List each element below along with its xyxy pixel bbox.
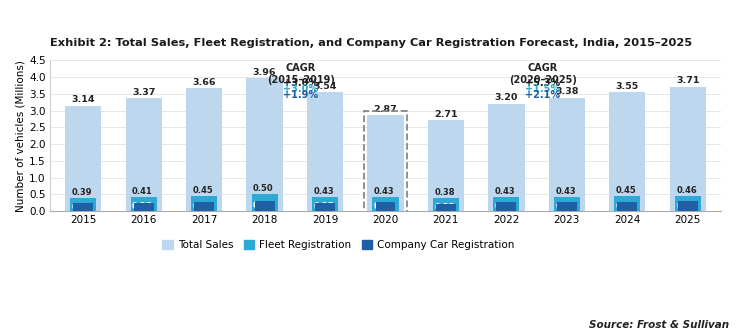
Text: 0.43: 0.43: [314, 187, 334, 196]
Bar: [375, 202, 395, 211]
Text: 0.43: 0.43: [374, 187, 394, 196]
Text: 0.28: 0.28: [616, 202, 637, 211]
Text: 0.31: 0.31: [253, 201, 274, 210]
Bar: [126, 98, 162, 211]
Bar: [134, 203, 154, 211]
Bar: [675, 196, 701, 211]
Text: 0.22: 0.22: [434, 203, 455, 212]
Bar: [130, 197, 157, 211]
Bar: [312, 197, 338, 211]
Bar: [70, 198, 96, 211]
Bar: [549, 98, 585, 211]
Text: 3.54: 3.54: [314, 82, 336, 91]
Text: 0.45: 0.45: [616, 186, 637, 195]
Text: 0.43: 0.43: [495, 187, 515, 196]
Text: 0.50: 0.50: [253, 184, 274, 193]
Text: 0.26: 0.26: [495, 202, 515, 211]
Text: 3.20: 3.20: [495, 94, 518, 103]
Text: +3.0%: +3.0%: [283, 84, 319, 94]
Text: 3.38: 3.38: [555, 88, 578, 97]
Text: 3.71: 3.71: [676, 76, 699, 85]
Text: 3.37: 3.37: [132, 88, 155, 97]
Text: 0.43: 0.43: [556, 187, 576, 196]
Text: 2.71: 2.71: [434, 110, 458, 119]
Bar: [255, 201, 275, 211]
Text: 3.55: 3.55: [616, 82, 639, 91]
Bar: [315, 203, 335, 211]
Text: 0.45: 0.45: [193, 186, 213, 195]
Text: CAGR
(2015–2019): CAGR (2015–2019): [267, 63, 335, 85]
Bar: [367, 115, 403, 211]
Text: +1.5%: +1.5%: [525, 84, 560, 94]
Bar: [307, 93, 343, 211]
Text: 3.96: 3.96: [253, 68, 276, 77]
Text: 0.25: 0.25: [314, 202, 334, 211]
Text: 0.41: 0.41: [132, 187, 153, 196]
Legend: Total Sales, Fleet Registration, Company Car Registration: Total Sales, Fleet Registration, Company…: [158, 236, 519, 254]
Bar: [372, 197, 398, 211]
Text: Source: Frost & Sullivan: Source: Frost & Sullivan: [589, 320, 729, 330]
Bar: [436, 204, 456, 211]
Text: 0.26: 0.26: [374, 202, 394, 211]
Bar: [670, 87, 706, 211]
Text: 0.46: 0.46: [676, 186, 697, 195]
Bar: [428, 120, 464, 211]
Text: 0.39: 0.39: [71, 188, 92, 197]
Bar: [553, 197, 580, 211]
Bar: [557, 202, 577, 211]
Text: 3.14: 3.14: [71, 96, 95, 105]
Title: Exhibit 2: Total Sales, Fleet Registration, and Company Car Registration Forecas: Exhibit 2: Total Sales, Fleet Registrati…: [50, 38, 692, 48]
Text: +1.9%: +1.9%: [283, 90, 319, 100]
Text: +3.0%: +3.0%: [283, 78, 319, 88]
Bar: [364, 111, 407, 212]
Text: +2.1%: +2.1%: [525, 90, 560, 100]
Y-axis label: Number of vehicles (Millions): Number of vehicles (Millions): [15, 60, 25, 212]
Text: +5.3%: +5.3%: [525, 78, 560, 88]
Bar: [493, 197, 520, 211]
Bar: [194, 202, 214, 211]
Bar: [191, 196, 217, 211]
Bar: [186, 88, 222, 211]
Bar: [496, 202, 517, 211]
Bar: [678, 201, 698, 211]
Text: 0.29: 0.29: [676, 202, 697, 211]
Bar: [65, 106, 102, 211]
Text: 2.87: 2.87: [374, 105, 397, 114]
Text: 0.23: 0.23: [71, 203, 92, 212]
Bar: [615, 196, 640, 211]
Bar: [618, 202, 637, 211]
Text: 0.28: 0.28: [193, 202, 213, 211]
Text: CAGR
(2020–2025): CAGR (2020–2025): [509, 63, 576, 85]
Text: 3.66: 3.66: [192, 78, 216, 87]
Bar: [433, 198, 459, 211]
Bar: [74, 203, 93, 211]
Bar: [609, 92, 645, 211]
Bar: [488, 104, 525, 211]
Bar: [247, 78, 283, 211]
Bar: [252, 194, 277, 211]
Text: 0.27: 0.27: [556, 202, 576, 211]
Text: 0.25: 0.25: [132, 202, 153, 211]
Text: 0.38: 0.38: [434, 188, 455, 197]
